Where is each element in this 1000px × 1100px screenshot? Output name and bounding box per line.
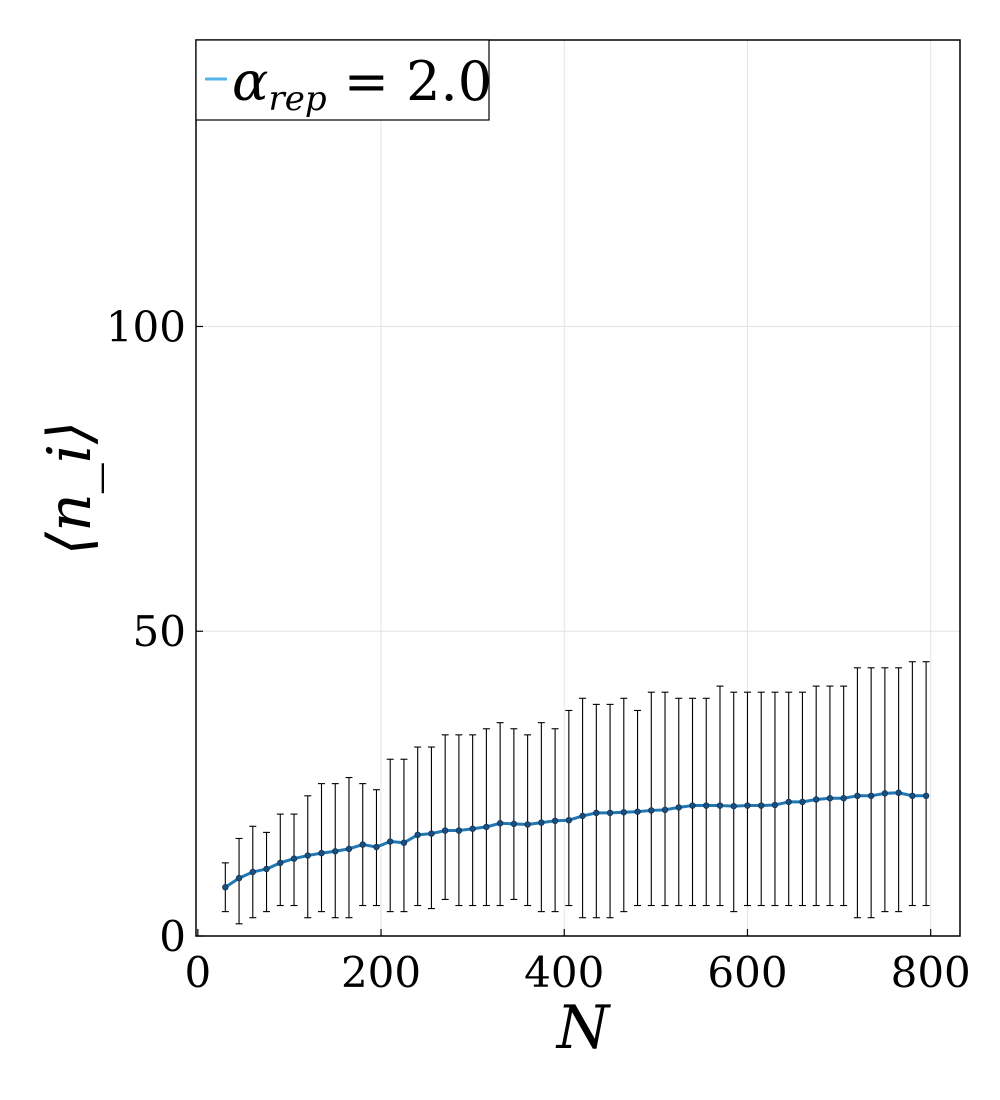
grid <box>196 40 960 936</box>
data-point <box>359 841 366 848</box>
data-point <box>922 792 930 800</box>
data-point <box>867 792 875 800</box>
data-point <box>854 792 861 800</box>
x-axis-label: N <box>555 993 612 1063</box>
data-point <box>909 792 916 800</box>
x-tick-label: 200 <box>341 948 421 997</box>
data-point <box>716 802 724 809</box>
data-point <box>249 868 256 876</box>
legend-symbol: α <box>232 50 268 113</box>
data-point <box>304 852 311 859</box>
data-point <box>661 806 669 814</box>
data-point <box>620 809 628 816</box>
legend-entry-label: αrep = 2.0 <box>232 50 492 119</box>
data-point <box>263 865 270 873</box>
data-point <box>606 809 614 817</box>
series-line <box>224 791 927 889</box>
plot-area <box>196 40 960 936</box>
plot-frame <box>195 39 961 937</box>
data-point <box>277 859 284 867</box>
x-tick-label: 400 <box>524 948 604 997</box>
y-tick-label: 100 <box>106 302 186 351</box>
data-point <box>593 809 600 817</box>
data-point <box>510 820 518 828</box>
data-point <box>469 825 476 832</box>
data-point <box>812 796 820 803</box>
legend-value: = 2.0 <box>327 50 492 113</box>
data-point <box>648 807 655 814</box>
x-tick-label: 600 <box>707 948 787 997</box>
data-point <box>565 816 573 824</box>
data-point <box>387 838 394 845</box>
data-point <box>895 789 902 796</box>
x-tick-label: 800 <box>891 948 971 997</box>
series-group <box>222 789 930 891</box>
y-axis-label: ⟨n_i⟩ <box>35 421 105 556</box>
data-point <box>400 839 408 846</box>
data-point <box>455 827 463 834</box>
data-point <box>744 802 751 809</box>
data-point <box>730 802 737 810</box>
legend-subscript: rep <box>268 79 326 119</box>
data-point <box>689 802 696 809</box>
data-point <box>235 874 243 882</box>
data-point <box>318 849 325 857</box>
data-point <box>799 798 806 806</box>
data-point <box>826 795 834 802</box>
data-point <box>483 823 490 831</box>
data-point <box>414 831 421 839</box>
data-point <box>538 819 545 826</box>
data-point <box>785 798 792 806</box>
x-axis-ticks: 0 200 400 600 800 <box>184 929 971 997</box>
data-point <box>524 821 531 828</box>
data-point <box>579 812 586 820</box>
x-tick-label: 0 <box>184 948 211 997</box>
data-point <box>881 790 889 797</box>
data-point <box>345 845 353 853</box>
legend-box <box>195 39 490 121</box>
data-point <box>441 827 449 834</box>
data-point <box>675 804 682 811</box>
data-point <box>703 802 710 809</box>
data-point <box>496 820 504 827</box>
y-tick-label: 0 <box>159 912 186 961</box>
legend: αrep = 2.0 <box>195 39 492 121</box>
data-point <box>634 808 641 815</box>
data-point <box>840 795 847 802</box>
y-axis-ticks: 0 50 100 <box>106 302 203 961</box>
data-point <box>771 801 779 809</box>
data-point <box>428 830 435 837</box>
data-point <box>758 802 765 809</box>
y-tick-label: 50 <box>133 607 186 656</box>
data-point <box>332 848 339 855</box>
data-point <box>373 843 380 851</box>
data-point <box>222 884 229 891</box>
data-point <box>551 817 559 824</box>
data-point <box>290 855 298 862</box>
